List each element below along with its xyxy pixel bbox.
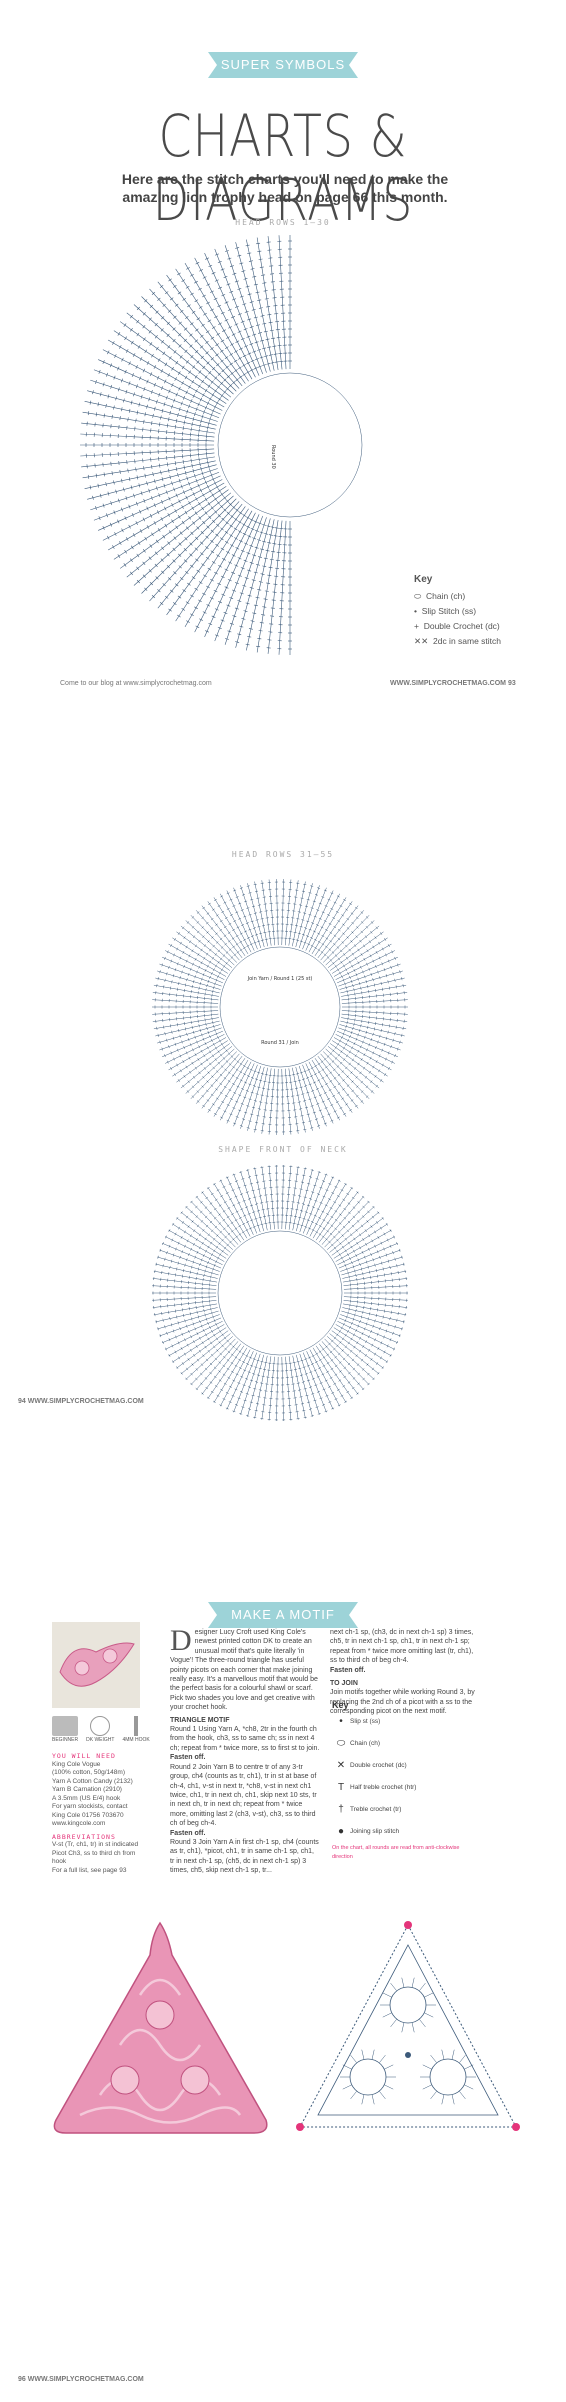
intro-paragraph: esigner Lucy Croft used King Cole's newe… — [170, 1629, 318, 1712]
round-3: Round 3 Join Yarn A in first ch-1 sp, ch… — [170, 1838, 319, 1875]
skill-badge: BEGINNER — [52, 1716, 78, 1745]
cross-icon: ✕ — [336, 1759, 346, 1771]
page-title: CHARTS & DIAGRAMS — [152, 102, 414, 234]
key-item-chain: ⬭ Chain (ch) — [332, 1732, 472, 1754]
join-dot-icon: ● — [337, 1825, 345, 1837]
key-heading: Key — [414, 574, 433, 585]
triangle-heading: TRIANGLE MOTIF — [170, 1716, 230, 1724]
chart-key: Key ⬭ Chain (ch) • Slip Stitch (ss) + Do… — [414, 572, 554, 649]
round-2: Round 2 Join Yarn B to centre tr of any … — [170, 1763, 317, 1828]
abbreviations-heading: ABBREVIATIONS — [52, 1832, 116, 1841]
hook-badge: 4MM HOOK — [122, 1716, 150, 1745]
footer-left-p3: 96 WWW.SIMPLYCROCHETMAG.COM — [18, 2376, 144, 2383]
pink-triangle-photo — [53, 1921, 268, 2134]
plus-icon: + — [414, 621, 419, 631]
footer-right-p1: WWW.SIMPLYCROCHETMAG.COM 93 — [390, 680, 516, 687]
yarn-badge: DK WEIGHT — [86, 1716, 114, 1745]
key-item-2dc: ✕✕ 2dc in same stitch — [414, 636, 502, 646]
to-join-text: Join motifs together while working Round… — [330, 1689, 475, 1716]
chart-label-head: HEAD ROWS 1–30 — [235, 218, 331, 227]
you-will-need: YOU WILL NEED King Cole Vogue (100% cott… — [52, 1752, 162, 1875]
cross-icon: ✕✕ — [414, 636, 429, 646]
dot-icon: • — [339, 1715, 343, 1727]
footer-left-p2: 94 WWW.SIMPLYCROCHETMAG.COM — [18, 1398, 144, 1405]
skill-level-icon — [52, 1716, 79, 1736]
htr-icon: T — [337, 1781, 345, 1793]
key-item-dc: ✕ Double crochet (dc) — [332, 1754, 472, 1776]
intro-text: Here are the stitch charts you'll need t… — [121, 171, 449, 205]
chart1-inner-top: Join Yarn / Round 1 (25 st) — [247, 976, 313, 982]
head-chart-diagram: Round 30 — [80, 235, 363, 655]
you-will-need-heading: YOU WILL NEED — [52, 1752, 116, 1760]
round-chart-2 — [152, 1165, 408, 1421]
round-1: Round 1 Using Yarn A, *ch8, 2tr in the f… — [170, 1726, 320, 1752]
key-item-join: ● Joining slip stitch — [332, 1820, 472, 1842]
hook-icon — [134, 1716, 139, 1736]
chain-icon: ⬭ — [414, 591, 422, 601]
section-banner: SUPER SYMBOLS — [208, 52, 358, 78]
triangle-motif-diagram — [296, 1921, 520, 2131]
key-item-dc: + Double Crochet (dc) — [414, 621, 500, 631]
to-join-heading: TO JOIN — [330, 1680, 358, 1688]
chart-label-rows31: HEAD ROWS 31–55 — [231, 850, 335, 859]
key-item-slip: • Slip st (ss) — [332, 1710, 472, 1732]
motif-key-heading: Key — [332, 1700, 349, 1710]
motif-photo — [52, 1622, 140, 1708]
key-note: On the chart, all rounds are read from a… — [332, 1845, 460, 1860]
dot-icon: • — [414, 606, 417, 616]
chart1-inner-bottom: Round 31 / Join — [261, 1040, 299, 1046]
key-item-slip: • Slip Stitch (ss) — [414, 606, 477, 616]
chain-icon: ⬭ — [336, 1737, 346, 1749]
round-chart-1: Join Yarn / Round 1 (25 st) Round 31 / J… — [152, 879, 408, 1135]
key-item-htr: T Half treble crochet (htr) — [332, 1776, 472, 1798]
motif-key: Key • Slip st (ss) ⬭ Chain (ch) ✕ Double cr… — [332, 1700, 472, 1861]
dropcap: D — [170, 1624, 192, 1657]
svg-text:Round 30: Round 30 — [270, 445, 276, 469]
yarn-ball-icon — [90, 1716, 111, 1736]
instructions-col-2: next ch-1 sp, (ch3, dc in next ch-1 sp) … — [330, 1628, 480, 1717]
tr-icon: † — [338, 1803, 344, 1815]
key-item-chain: ⬭ Chain (ch) — [414, 591, 466, 601]
skill-icons: BEGINNER DK WEIGHT 4MM HOOK — [52, 1716, 152, 1745]
chart-label-neck: SHAPE FRONT OF NECK — [218, 1145, 348, 1154]
key-item-tr: † Treble crochet (tr) — [332, 1798, 472, 1820]
footer-left-p1: Come to our blog at www.simplycrochetmag… — [60, 680, 212, 687]
motif-banner: MAKE A MOTIF — [208, 1602, 358, 1628]
